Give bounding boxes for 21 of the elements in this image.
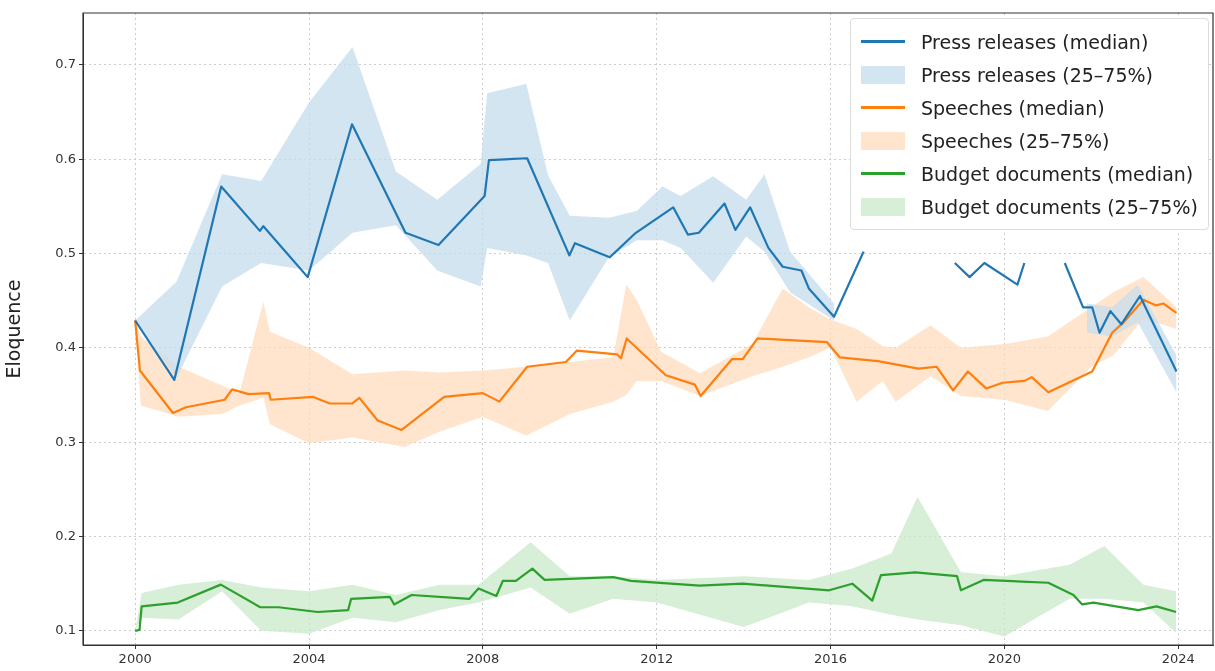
y-tick-label: 0.2 [55, 527, 76, 543]
x-tick-label: 2012 [640, 651, 674, 667]
legend-label: Budget documents (median) [921, 162, 1194, 185]
y-axis-title: Eloquence [2, 279, 25, 379]
y-tick-label: 0.4 [55, 339, 76, 355]
x-tick-label: 2008 [466, 651, 500, 667]
y-tick-label: 0.3 [55, 433, 76, 449]
x-tick-label: 2004 [292, 651, 326, 667]
y-tick-label: 0.1 [55, 622, 76, 638]
legend-label: Budget documents (25–75%) [921, 195, 1198, 218]
x-tick-label: 2024 [1161, 651, 1195, 667]
legend-label: Press releases (median) [921, 30, 1149, 53]
y-tick-label: 0.7 [55, 56, 76, 72]
x-tick-label: 2016 [813, 651, 848, 667]
legend-label: Speeches (25–75%) [921, 129, 1110, 152]
legend-label: Press releases (25–75%) [921, 63, 1153, 86]
legend-label: Speeches (median) [921, 96, 1105, 119]
x-tick-label: 2020 [987, 651, 1021, 667]
x-tick-label: 2000 [118, 651, 152, 667]
y-tick-label: 0.5 [55, 244, 76, 260]
y-tick-label: 0.6 [55, 150, 76, 166]
